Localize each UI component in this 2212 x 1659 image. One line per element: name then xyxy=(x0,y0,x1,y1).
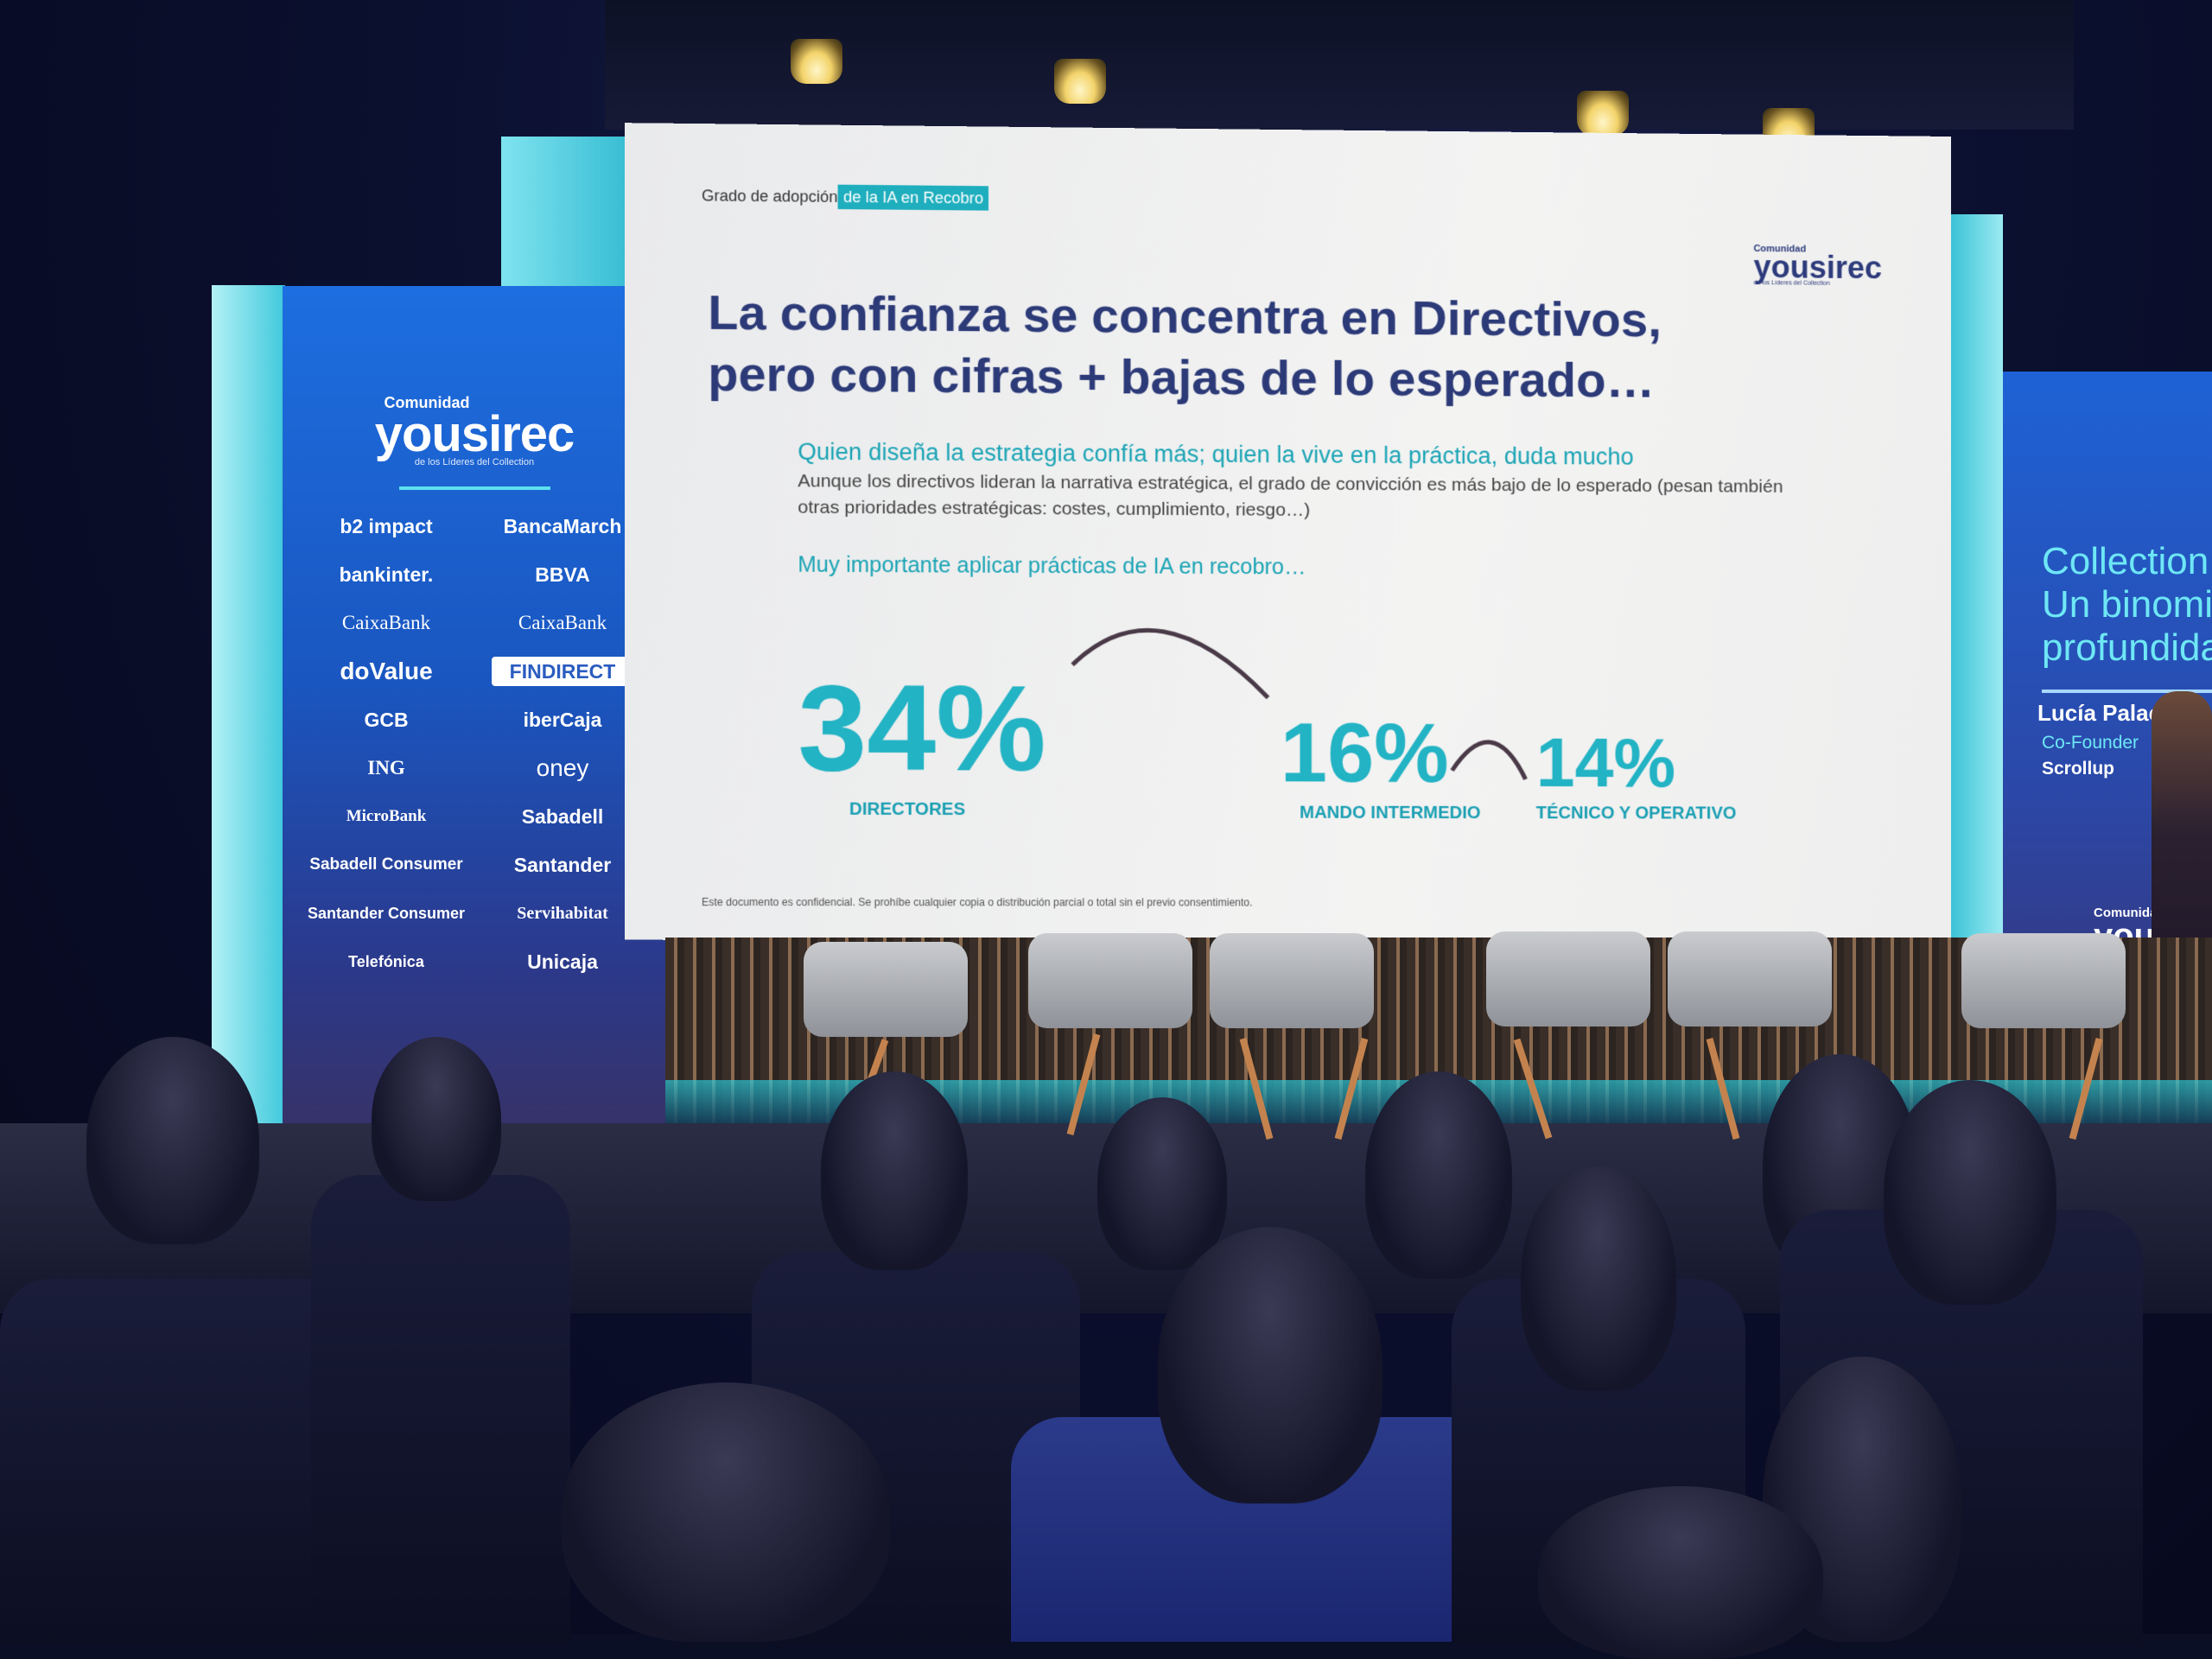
presentation-slide: Grado de adopción de la IA en Recobro Com… xyxy=(625,123,1951,940)
audience-member xyxy=(311,1175,570,1642)
stage-chair xyxy=(804,942,968,1037)
sponsor-logo: GCB xyxy=(298,705,474,734)
banner-logo-tag: de los Líderes del Collection xyxy=(283,457,666,467)
speaker-company: Scrollup xyxy=(2042,759,2114,779)
audience-member xyxy=(562,1382,890,1642)
sponsor-logo: CaixaBank xyxy=(298,608,474,638)
audience-member xyxy=(86,1037,259,1244)
sponsor-logo: Telefónica xyxy=(298,947,474,976)
session-title-line: Collection xyxy=(2042,540,2212,583)
audience-member xyxy=(1884,1080,2056,1305)
stage-light xyxy=(1054,59,1106,104)
stat-value: 16% xyxy=(1281,712,1449,796)
divider xyxy=(399,486,550,490)
light-pillar xyxy=(212,285,285,1171)
sponsor-logo: ING xyxy=(298,753,474,783)
sponsor-logo: b2 impact xyxy=(298,512,474,541)
sponsor-logo: MicroBank xyxy=(298,802,474,831)
stage-chair xyxy=(1210,933,1374,1028)
stage-light xyxy=(1577,91,1629,136)
audience-member xyxy=(1521,1166,1676,1391)
audience-member xyxy=(1365,1071,1512,1279)
sponsor-logo: doValue xyxy=(298,657,474,686)
session-title-line: Un binomi xyxy=(2042,583,2212,626)
stage-light xyxy=(791,39,842,84)
stage-chair xyxy=(1961,933,2126,1028)
sponsor-logo: Unicaja xyxy=(474,947,651,976)
sponsor-logo: FINDIRECT xyxy=(492,657,633,686)
stat-label: DIRECTORES xyxy=(849,800,965,821)
audience-member xyxy=(821,1071,968,1270)
stat-label: MANDO INTERMEDIO xyxy=(1300,804,1481,824)
stat-label: TÉCNICO Y OPERATIVO xyxy=(1536,804,1737,823)
stage-chair xyxy=(1668,931,1832,1027)
arc-large xyxy=(1072,630,1268,697)
connector-arcs xyxy=(625,123,1951,940)
session-title: Collection Un binomi profundida xyxy=(2042,540,2212,670)
sponsor-logo: Sabadell Consumer xyxy=(298,850,474,880)
audience-member xyxy=(1538,1486,1823,1659)
stage-chair xyxy=(1028,933,1192,1028)
sponsor-banner: Comunidad yousirec de los Líderes del Co… xyxy=(283,286,666,1171)
speaker-role: Co-Founder xyxy=(2042,733,2139,753)
sponsor-logos: b2 impact BancaMarch bankinter. BBVA Cai… xyxy=(283,512,666,976)
audience-member xyxy=(1158,1227,1382,1503)
stat-value: 34% xyxy=(798,666,1046,790)
stat-value: 14% xyxy=(1536,728,1675,798)
sponsor-logo: bankinter. xyxy=(298,560,474,589)
slide-footer: Este documento es confidencial. Se prohí… xyxy=(702,896,1253,909)
audience-member xyxy=(372,1037,501,1201)
session-title-line: profundida xyxy=(2042,626,2212,670)
arc-small xyxy=(1452,742,1526,779)
audience-member xyxy=(1097,1097,1227,1270)
sponsor-logo: Santander Consumer xyxy=(298,899,474,928)
stage-chair xyxy=(1486,931,1650,1027)
banner-logo: yousirec xyxy=(283,412,666,457)
